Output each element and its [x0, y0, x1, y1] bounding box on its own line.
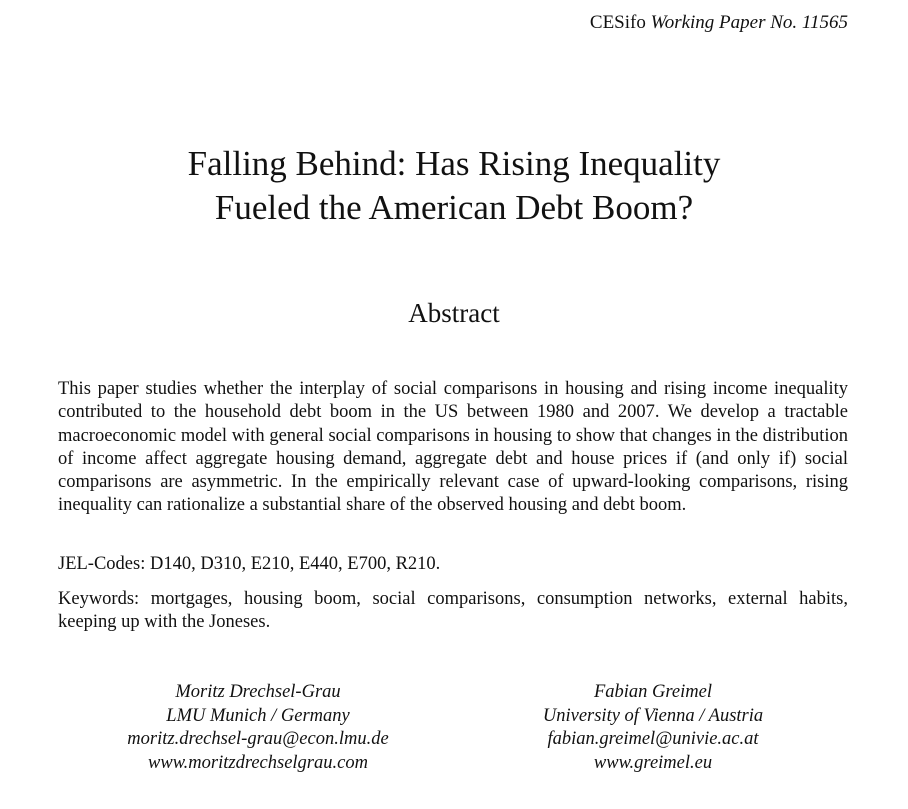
title-line-1: Falling Behind: Has Rising Inequality [187, 144, 721, 183]
author-block: Moritz Drechsel-Grau LMU Munich / German… [78, 681, 438, 775]
keywords: Keywords: mortgages, housing boom, socia… [58, 589, 848, 633]
author-email[interactable]: fabian.greimel@univie.ac.at [547, 729, 759, 749]
author-affiliation: University of Vienna / Austria [542, 705, 764, 726]
paper-title: Falling Behind: Has Rising Inequality Fu… [0, 142, 908, 230]
jel-codes: JEL-Codes: D140, D310, E210, E440, E700,… [58, 554, 441, 574]
title-line-2: Fueled the American Debt Boom? [214, 188, 694, 227]
abstract-heading: Abstract [408, 298, 500, 328]
series-header: CESifo Working Paper No. 11565 [590, 12, 848, 34]
author-affiliation: LMU Munich / Germany [166, 705, 350, 726]
author-block: Fabian Greimel University of Vienna / Au… [473, 681, 833, 775]
series-name: CESifo [589, 12, 646, 33]
author-website[interactable]: www.moritzdrechselgrau.com [148, 752, 368, 773]
author-name: Fabian Greimel [593, 682, 712, 702]
author-name: Moritz Drechsel-Grau [175, 682, 341, 702]
abstract-text: This paper studies whether the interplay… [58, 379, 848, 516]
author-website[interactable]: www.greimel.eu [593, 752, 713, 773]
series-detail: Working Paper No. 11565 [650, 12, 848, 33]
author-email[interactable]: moritz.drechsel-grau@econ.lmu.de [127, 729, 389, 749]
